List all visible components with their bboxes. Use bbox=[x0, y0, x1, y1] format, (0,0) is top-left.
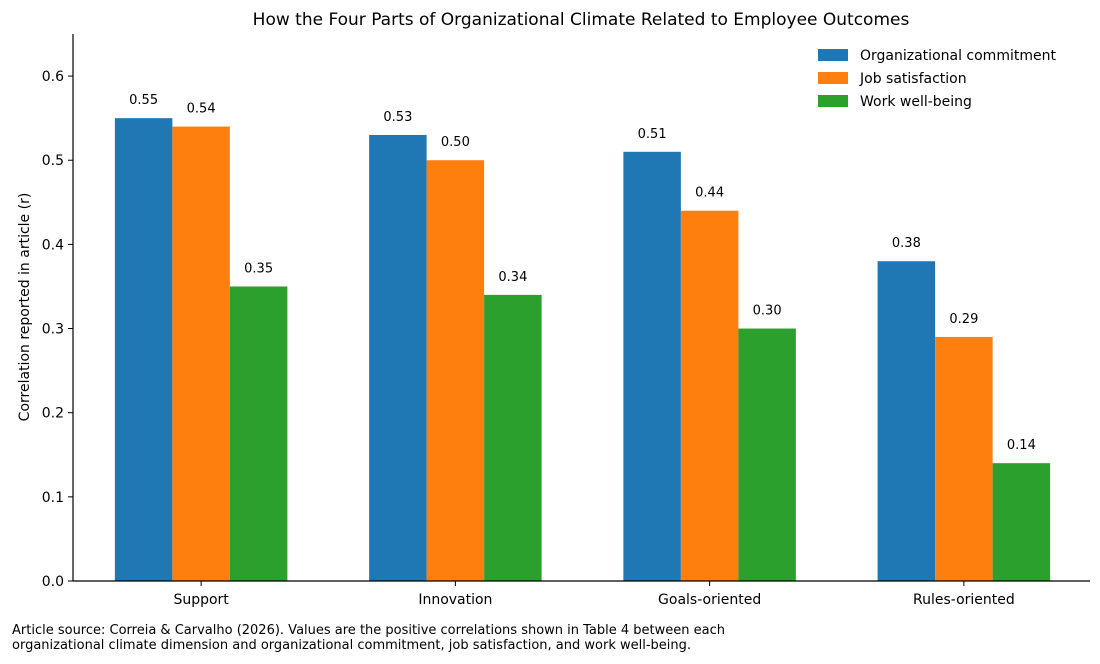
x-tick-label: Rules-oriented bbox=[913, 592, 1015, 608]
bar-value-label: 0.14 bbox=[1007, 438, 1036, 453]
bar-value-label: 0.29 bbox=[949, 312, 978, 327]
y-axis-label: Correlation reported in article (r) bbox=[17, 193, 33, 422]
bar-value-label: 0.44 bbox=[695, 186, 724, 201]
bar bbox=[992, 463, 1051, 581]
x-tick-label: Goals-oriented bbox=[658, 592, 761, 608]
legend-swatch bbox=[818, 95, 848, 107]
y-tick-label: 0.3 bbox=[42, 322, 64, 338]
x-tick-label: Innovation bbox=[418, 592, 492, 608]
source-caption: Article source: Correia & Carvalho (2026… bbox=[12, 623, 812, 653]
legend-swatch bbox=[818, 49, 848, 61]
bar-value-label: 0.35 bbox=[244, 261, 273, 276]
bar bbox=[484, 294, 542, 581]
x-tick-label: Support bbox=[173, 592, 229, 608]
legend-swatch bbox=[818, 72, 848, 84]
bar-value-label: 0.54 bbox=[187, 102, 216, 117]
bar bbox=[877, 261, 936, 581]
bar-value-label: 0.30 bbox=[753, 304, 782, 319]
bar bbox=[229, 286, 288, 581]
legend: Organizational commitment Job satisfactio… bbox=[818, 48, 1056, 110]
bar-value-label: 0.38 bbox=[892, 236, 921, 251]
caption-line-1: Article source: Correia & Carvalho (2026… bbox=[12, 623, 725, 638]
y-tick-label: 0.4 bbox=[42, 237, 64, 253]
bar-value-label: 0.34 bbox=[498, 270, 527, 285]
bar bbox=[114, 118, 173, 582]
bar bbox=[426, 160, 485, 581]
bar bbox=[172, 126, 230, 582]
legend-label: Organizational commitment bbox=[860, 48, 1056, 64]
bar bbox=[738, 328, 796, 581]
bar-chart: How the Four Parts of Organizational Cli… bbox=[17, 10, 1090, 608]
legend-label: Work well-being bbox=[860, 94, 972, 110]
bar bbox=[369, 134, 427, 581]
bar-value-label: 0.50 bbox=[441, 135, 470, 150]
bar bbox=[623, 151, 681, 582]
caption-line-2: organizational climate dimension and org… bbox=[12, 638, 692, 653]
y-tick-label: 0.1 bbox=[42, 490, 64, 506]
chart-title: How the Four Parts of Organizational Cli… bbox=[253, 10, 910, 30]
y-tick-label: 0.6 bbox=[42, 69, 64, 85]
bar-value-label: 0.51 bbox=[638, 127, 667, 142]
bar bbox=[935, 336, 993, 581]
y-tick-label: 0.0 bbox=[42, 574, 64, 590]
legend-label: Job satisfaction bbox=[859, 71, 967, 87]
y-tick-label: 0.5 bbox=[42, 153, 64, 169]
y-tick-label: 0.2 bbox=[42, 406, 64, 422]
bar bbox=[680, 210, 739, 581]
bar-value-label: 0.55 bbox=[129, 93, 158, 108]
bar-value-label: 0.53 bbox=[383, 110, 412, 125]
